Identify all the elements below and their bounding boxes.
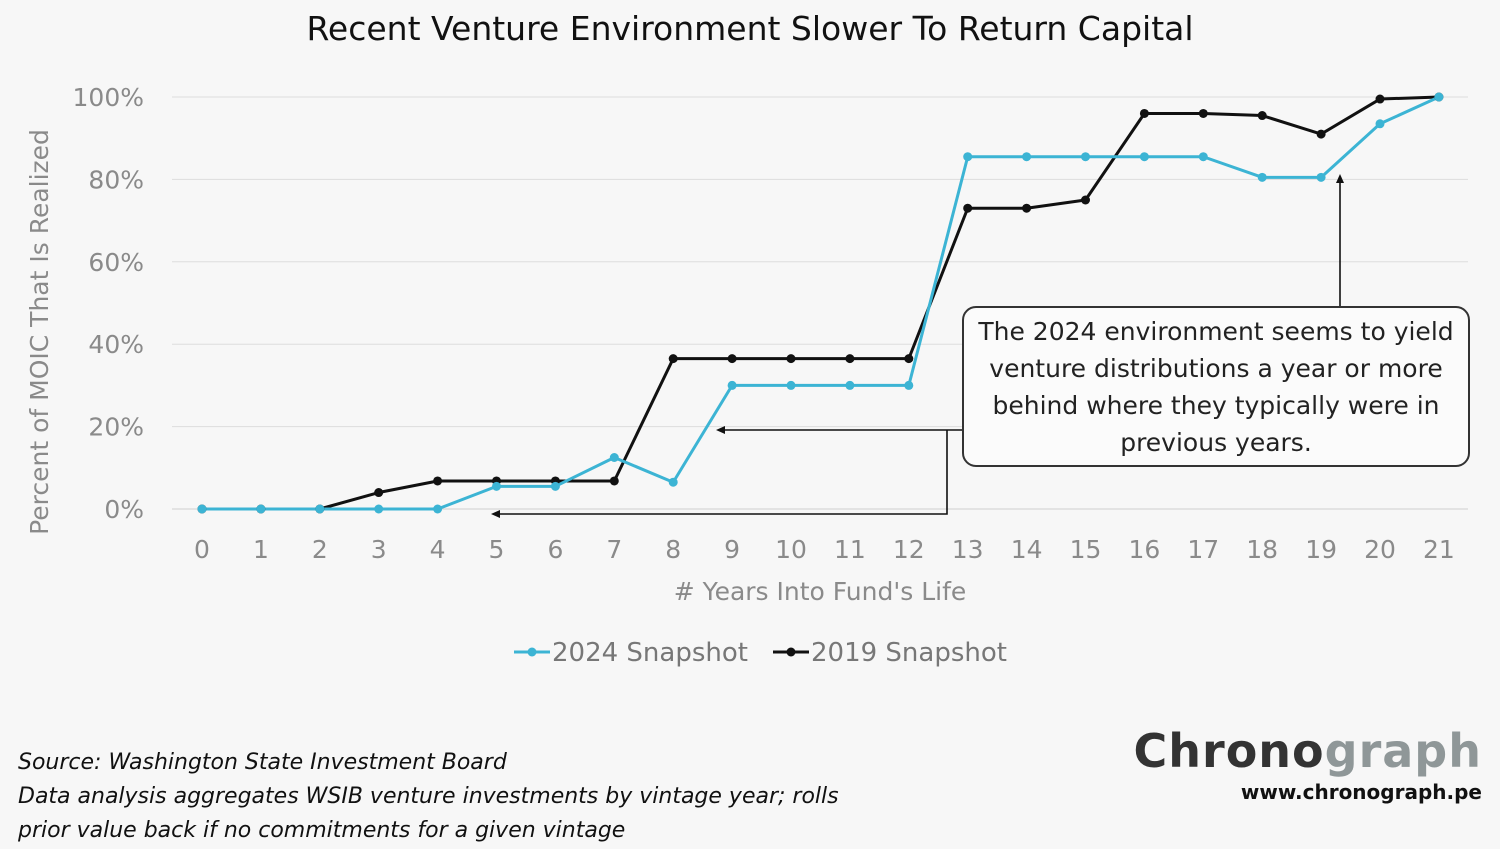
data-point — [668, 354, 678, 364]
y-tick-label: 100% — [73, 83, 144, 112]
source-note: Source: Washington State Investment Boar… — [18, 746, 839, 848]
data-point — [845, 380, 855, 390]
data-point — [374, 504, 384, 514]
data-point — [1139, 152, 1149, 162]
data-point — [1022, 203, 1032, 213]
x-axis-label: # Years Into Fund's Life — [674, 577, 967, 606]
logo-part-2: graph — [1324, 724, 1482, 778]
x-tick-label: 18 — [1246, 535, 1278, 564]
arrow-left-upper-head — [716, 426, 725, 434]
data-point — [1316, 129, 1326, 139]
data-point — [1375, 94, 1385, 104]
logo-part-1: Chrono — [1133, 724, 1325, 778]
x-tick-label: 21 — [1423, 535, 1455, 564]
x-tick-label: 4 — [430, 535, 446, 564]
x-tick-label: 8 — [665, 535, 681, 564]
data-point — [786, 354, 796, 364]
data-point — [1081, 152, 1090, 162]
data-point — [1198, 108, 1208, 118]
x-tick-label: 19 — [1305, 535, 1337, 564]
data-point — [1316, 172, 1326, 182]
data-point — [904, 380, 914, 390]
x-tick-label: 20 — [1364, 535, 1396, 564]
data-point — [609, 453, 619, 462]
x-tick-label: 16 — [1128, 535, 1160, 564]
logo-wordmark: Chronograph — [1134, 724, 1483, 778]
data-point — [374, 488, 384, 498]
logo-url: www.chronograph.pe — [1240, 780, 1482, 804]
data-point — [1434, 92, 1444, 102]
data-point — [845, 354, 855, 364]
data-point — [1022, 152, 1032, 162]
source-line-2: Data analysis aggregates WSIB venture in… — [18, 784, 839, 809]
data-point — [550, 481, 560, 491]
y-axis-label: Percent of MOIC That Is Realized — [25, 129, 54, 535]
data-point — [727, 354, 737, 364]
data-point — [668, 477, 678, 487]
x-tick-label: 6 — [547, 535, 563, 564]
arrow-up-head — [1336, 174, 1344, 183]
data-point — [1081, 195, 1090, 205]
chronograph-logo: Chronograph www.chronograph.pe — [1134, 724, 1483, 804]
x-tick-label: 13 — [952, 535, 984, 564]
annotation-box: The 2024 environment seems to yield vent… — [962, 306, 1470, 467]
chart-title: Recent Venture Environment Slower To Ret… — [306, 9, 1193, 48]
legend-marker — [527, 647, 537, 657]
y-axis-ticks: 0% 20% 40% 60% 80% 100% — [73, 83, 144, 524]
x-tick-label: 2 — [312, 535, 328, 564]
data-point — [197, 504, 207, 514]
source-line-3: prior value back if no commitments for a… — [18, 818, 626, 843]
data-point — [492, 481, 501, 491]
data-point — [1139, 108, 1149, 118]
y-tick-label: 0% — [104, 495, 144, 524]
data-point — [315, 504, 325, 514]
data-point — [963, 152, 973, 162]
y-tick-label: 80% — [88, 165, 144, 194]
data-point — [433, 476, 443, 486]
data-point — [904, 354, 914, 364]
x-tick-label: 11 — [834, 535, 866, 564]
data-point — [433, 504, 443, 514]
data-point — [1198, 152, 1208, 162]
x-tick-label: 7 — [606, 535, 622, 564]
x-tick-label: 5 — [489, 535, 505, 564]
legend-marker — [786, 647, 796, 657]
arrow-left-lower-line — [498, 430, 948, 515]
data-point — [963, 203, 973, 213]
x-axis-ticks: 0 1 2 3 4 5 6 7 8 9 10 11 12 13 14 15 16 17 18 19 20 21 — [194, 535, 1455, 564]
legend: 2024 Snapshot 2019 Snapshot — [514, 638, 1007, 668]
y-tick-label: 40% — [88, 330, 144, 359]
data-point — [1257, 111, 1267, 121]
legend-label: 2019 Snapshot — [811, 638, 1007, 668]
x-tick-label: 17 — [1187, 535, 1219, 564]
y-tick-label: 60% — [88, 248, 144, 277]
x-tick-label: 10 — [775, 535, 807, 564]
data-point — [727, 380, 737, 390]
series-line — [202, 95, 1439, 511]
x-tick-label: 12 — [893, 535, 925, 564]
series-line — [202, 95, 1440, 511]
x-tick-label: 14 — [1011, 535, 1043, 564]
source-line-1: Source: Washington State Investment Boar… — [18, 750, 507, 775]
x-tick-label: 0 — [194, 535, 210, 564]
legend-label: 2024 Snapshot — [552, 638, 748, 668]
annotation-arrows — [491, 174, 1344, 518]
x-tick-label: 1 — [253, 535, 269, 564]
series-group — [197, 92, 1444, 514]
data-point — [1257, 172, 1267, 182]
y-tick-label: 20% — [88, 413, 144, 442]
arrow-left-lower-head — [491, 510, 500, 518]
data-point — [609, 476, 619, 486]
x-tick-label: 15 — [1070, 535, 1102, 564]
x-tick-label: 9 — [724, 535, 740, 564]
data-point — [256, 504, 266, 514]
data-point — [786, 380, 796, 390]
data-point — [1375, 119, 1385, 129]
x-tick-label: 3 — [371, 535, 387, 564]
